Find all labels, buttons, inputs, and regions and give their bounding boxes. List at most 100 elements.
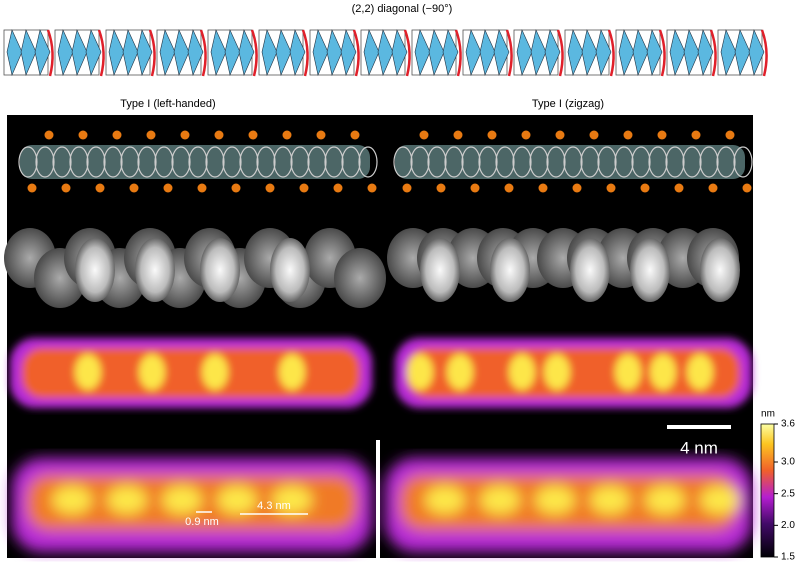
side-group xyxy=(95,183,105,193)
height-peak xyxy=(650,354,676,390)
link-arc xyxy=(148,29,156,77)
side-group xyxy=(299,183,309,193)
helix xyxy=(395,145,745,179)
helix-turn xyxy=(512,146,532,178)
unit-tile xyxy=(122,29,139,76)
unit-tile xyxy=(85,29,102,76)
side-group xyxy=(623,130,633,140)
helix-turn xyxy=(35,146,55,178)
side-group xyxy=(487,130,497,140)
helix-turn xyxy=(546,146,566,178)
unit-tile xyxy=(108,29,125,76)
colorbar-tick-label: 2.0 xyxy=(781,520,795,531)
link-arc xyxy=(250,29,258,77)
surface-ridge xyxy=(135,238,175,302)
unit-tile xyxy=(261,29,278,76)
height-peak xyxy=(687,354,713,390)
surface-rendering xyxy=(4,228,740,308)
unit-tile xyxy=(159,29,176,76)
surface-ridge xyxy=(490,238,530,302)
unit-tile xyxy=(20,29,37,76)
colorbar-tick-label: 3.0 xyxy=(781,457,795,468)
helix-turn xyxy=(478,146,498,178)
height-peak xyxy=(544,354,570,390)
side-group xyxy=(470,183,480,193)
side-group xyxy=(214,130,224,140)
height-peak xyxy=(272,486,312,514)
link-arc xyxy=(658,29,666,77)
side-group xyxy=(44,130,54,140)
surface-ridge xyxy=(420,238,460,302)
link-arc xyxy=(505,29,513,77)
height-peak xyxy=(407,354,433,390)
helix-turn xyxy=(273,146,293,178)
helix-turn xyxy=(18,146,38,178)
unit-tile xyxy=(173,29,190,76)
link-arc xyxy=(97,29,105,77)
helix-turn xyxy=(563,146,583,178)
unit-tile xyxy=(720,29,737,76)
side-group xyxy=(589,130,599,140)
side-group xyxy=(436,183,446,193)
height-peak xyxy=(590,486,630,514)
link-arc xyxy=(454,29,462,77)
side-group xyxy=(725,130,735,140)
unit-tile xyxy=(136,29,153,76)
side-group xyxy=(316,130,326,140)
helix-turn xyxy=(324,146,344,178)
unit-tile xyxy=(210,29,227,76)
helix-turn xyxy=(648,146,668,178)
unit-tile xyxy=(632,29,649,76)
annotation: 0.9 nm xyxy=(185,516,219,528)
link-arc xyxy=(556,29,564,77)
helix-turn xyxy=(222,146,242,178)
unit-tile xyxy=(465,29,482,76)
helix-turn xyxy=(52,146,72,178)
surface-ridge xyxy=(200,238,240,302)
height-peak xyxy=(52,486,92,514)
helix-turn xyxy=(529,146,549,178)
helix-turn xyxy=(393,146,413,178)
height-layer xyxy=(12,458,752,552)
unit-tile xyxy=(391,29,408,76)
unit-tile xyxy=(442,29,459,76)
helix-turn xyxy=(188,146,208,178)
unit-tile xyxy=(377,29,394,76)
side-group xyxy=(674,183,684,193)
unit-tile xyxy=(734,29,751,76)
unit-tile xyxy=(224,29,241,76)
side-group xyxy=(61,183,71,193)
unit-tile xyxy=(646,29,663,76)
height-peak xyxy=(615,354,641,390)
helix-turn xyxy=(682,146,702,178)
link-arc xyxy=(46,29,54,77)
side-group xyxy=(163,183,173,193)
unit-tile xyxy=(312,29,329,76)
surface-ridge xyxy=(570,238,610,302)
helix-turn xyxy=(444,146,464,178)
side-group xyxy=(333,183,343,193)
side-group xyxy=(231,183,241,193)
unit-tile xyxy=(363,29,380,76)
side-group xyxy=(708,183,718,193)
unit-tile xyxy=(618,29,635,76)
unit-tile xyxy=(581,29,598,76)
side-group xyxy=(350,130,360,140)
link-arc xyxy=(607,29,615,77)
unit-tile xyxy=(414,29,431,76)
helix-turn xyxy=(103,146,123,178)
height-peak xyxy=(139,354,165,390)
side-group xyxy=(521,130,531,140)
helix-turn xyxy=(597,146,617,178)
unit-tile xyxy=(683,29,700,76)
link-arc xyxy=(199,29,207,77)
height-core xyxy=(22,348,360,398)
helix-turn xyxy=(69,146,89,178)
side-group xyxy=(78,130,88,140)
side-group xyxy=(453,130,463,140)
side-group xyxy=(657,130,667,140)
height-map xyxy=(10,338,752,552)
side-group xyxy=(180,130,190,140)
side-group xyxy=(504,183,514,193)
